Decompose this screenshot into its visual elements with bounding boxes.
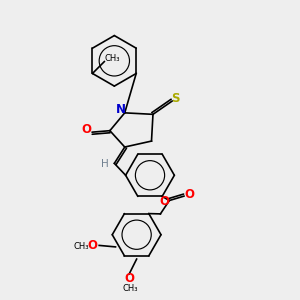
Text: O: O bbox=[159, 195, 169, 208]
Text: O: O bbox=[82, 123, 92, 136]
Text: O: O bbox=[125, 272, 135, 285]
Text: S: S bbox=[172, 92, 180, 105]
Text: O: O bbox=[88, 239, 98, 252]
Text: CH₃: CH₃ bbox=[123, 284, 138, 293]
Text: O: O bbox=[184, 188, 194, 201]
Text: N: N bbox=[116, 103, 126, 116]
Text: H: H bbox=[101, 159, 109, 169]
Text: CH₃: CH₃ bbox=[104, 53, 119, 62]
Text: CH₃: CH₃ bbox=[74, 242, 89, 251]
